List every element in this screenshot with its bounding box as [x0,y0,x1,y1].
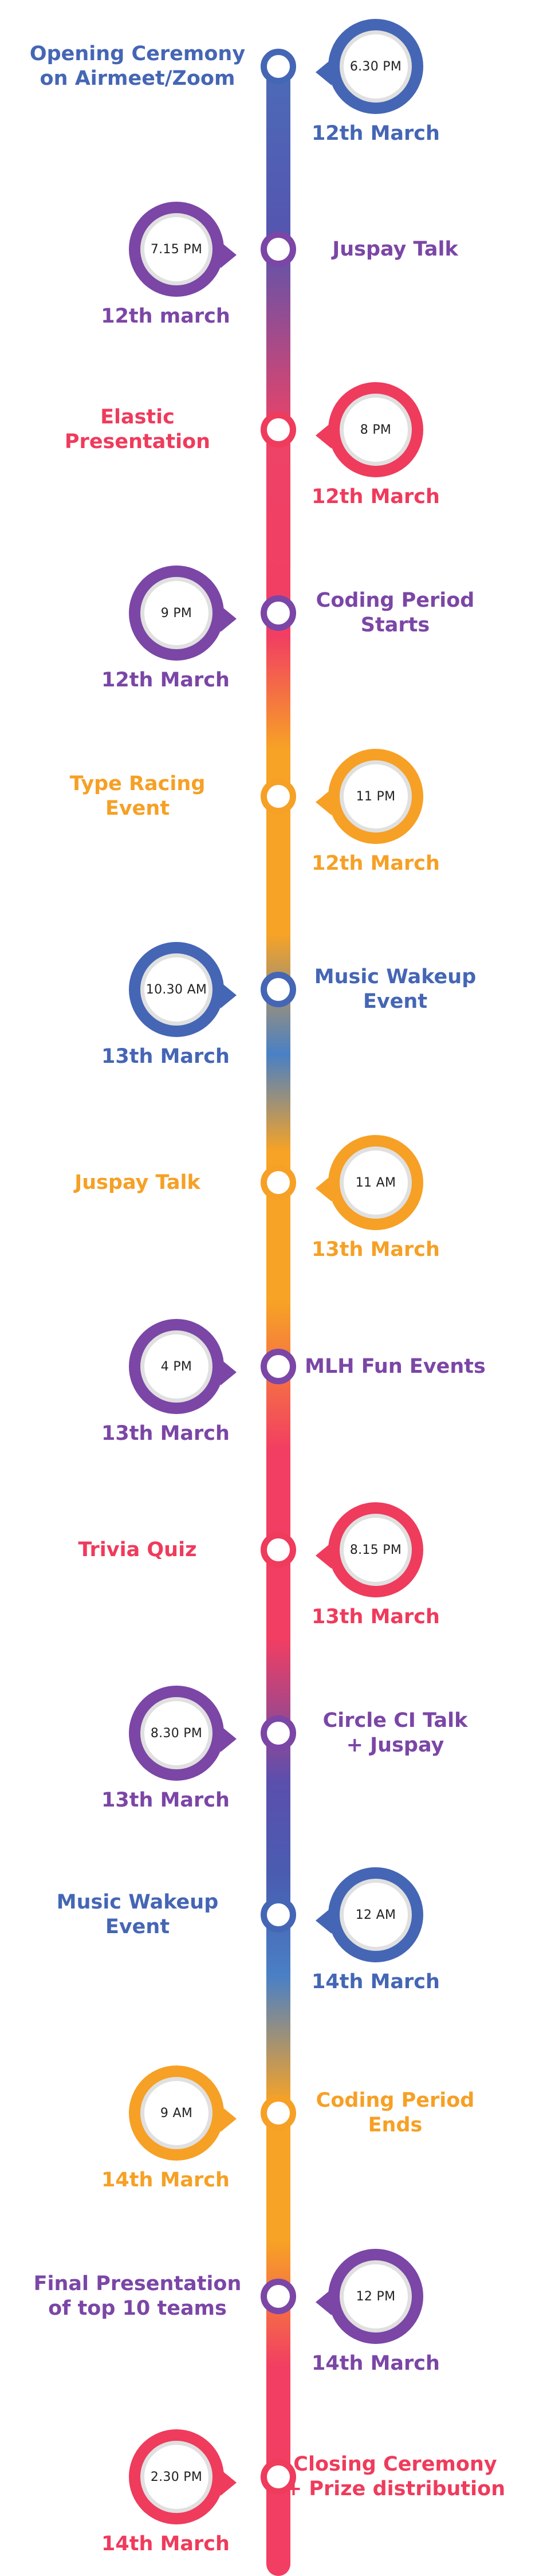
event-title: Final Presentation of top 10 teams [33,2272,242,2320]
time-bubble-face: 8.30 PM [144,1701,208,1765]
time-bubble: 8.15 PM [316,1502,423,1597]
event-time: 8.30 PM [150,1726,203,1741]
time-bubble-face: 4 PM [144,1334,208,1399]
timeline-node [261,2459,296,2495]
time-bubble: 11 AM [316,1135,423,1230]
timeline-node [261,1349,296,1384]
event-time: 6.30 PM [349,59,402,74]
timeline-node [261,49,296,84]
event-title: MLH Fun Events [305,1355,486,1378]
time-bubble: 8 PM [316,382,423,477]
event-title: Juspay Talk [332,238,458,261]
timeline-node [261,1532,296,1568]
time-bubble: 12 PM [316,2249,423,2344]
event-date: 14th March [312,2352,440,2375]
event-time: 9 PM [160,606,192,621]
event-date: 12th March [312,485,440,508]
time-bubble: 9 AM [129,2065,237,2161]
event-time: 12 AM [355,1907,396,1922]
event-time: 8 PM [360,422,392,437]
time-bubble-face: 12 AM [344,1883,408,1947]
time-bubble-face: 9 PM [144,581,208,645]
timeline-node [261,2279,296,2314]
event-time: 4 PM [160,1359,192,1374]
event-title: Type Racing Event [69,772,206,820]
event-date: 14th March [101,2169,230,2192]
time-bubble: 11 PM [316,749,423,844]
time-bubble: 4 PM [129,1319,237,1414]
timeline-node [261,972,296,1007]
time-bubble: 12 AM [316,1867,423,1962]
event-title: Coding Period Ends [316,2089,475,2137]
event-date: 13th March [101,1045,230,1068]
time-bubble-face: 7.15 PM [144,217,208,281]
event-date: 12th March [312,852,440,875]
time-bubble-face: 8 PM [344,398,408,462]
event-title: Coding Period Starts [316,589,475,637]
event-time: 11 PM [356,789,396,804]
event-date: 12th March [101,669,230,692]
timeline-node [261,779,296,814]
event-title: Opening Ceremony on Airmeet/Zoom [29,42,246,90]
event-title: Music Wakeup Event [56,1891,219,1938]
time-bubble-face: 11 PM [344,764,408,828]
event-date: 12th march [101,305,230,328]
event-time: 8.15 PM [349,1542,402,1557]
event-time: 9 AM [160,2106,193,2121]
timeline-node [261,231,296,267]
time-bubble: 7.15 PM [129,202,237,297]
timeline-node [261,412,296,447]
time-bubble-face: 10.30 AM [144,957,208,1022]
timeline-node [261,1715,296,1751]
time-bubble: 8.30 PM [129,1686,237,1781]
time-bubble-face: 6.30 PM [344,34,408,99]
event-date: 13th March [101,1789,230,1812]
time-bubble-face: 12 PM [344,2264,408,2328]
timeline-node [261,1165,296,1200]
time-bubble: 9 PM [129,566,237,661]
event-time: 10.30 AM [145,982,207,997]
event-title: Trivia Quiz [78,1538,197,1561]
event-date: 14th March [101,2532,230,2555]
event-date: 13th March [101,1422,230,1445]
time-bubble-face: 9 AM [144,2081,208,2145]
event-date: 13th March [312,1605,440,1628]
event-time: 2.30 PM [150,2469,203,2484]
time-bubble: 2.30 PM [129,2429,237,2524]
event-time: 12 PM [356,2289,396,2304]
event-date: 12th March [312,122,440,145]
timeline-node [261,2095,296,2131]
time-bubble-face: 2.30 PM [144,2445,208,2509]
timeline-node [261,595,296,631]
event-title: Circle CI Talk + Juspay [322,1709,468,1757]
event-title: Juspay Talk [74,1171,200,1194]
event-date: 13th March [312,1238,440,1261]
event-time: 11 AM [355,1175,396,1190]
event-title: Elastic Presentation [64,406,211,453]
time-bubble: 6.30 PM [316,19,423,114]
event-time: 7.15 PM [150,242,203,257]
timeline-node [261,1897,296,1933]
time-bubble-face: 11 AM [344,1150,408,1215]
timeline-line [266,63,290,2576]
event-title: Music Wakeup Event [314,965,477,1013]
time-bubble-face: 8.15 PM [344,1518,408,1582]
event-title: Closing Ceremony + Prize distribution [285,2453,506,2500]
time-bubble: 10.30 AM [129,942,237,1037]
event-date: 14th March [312,1970,440,1993]
